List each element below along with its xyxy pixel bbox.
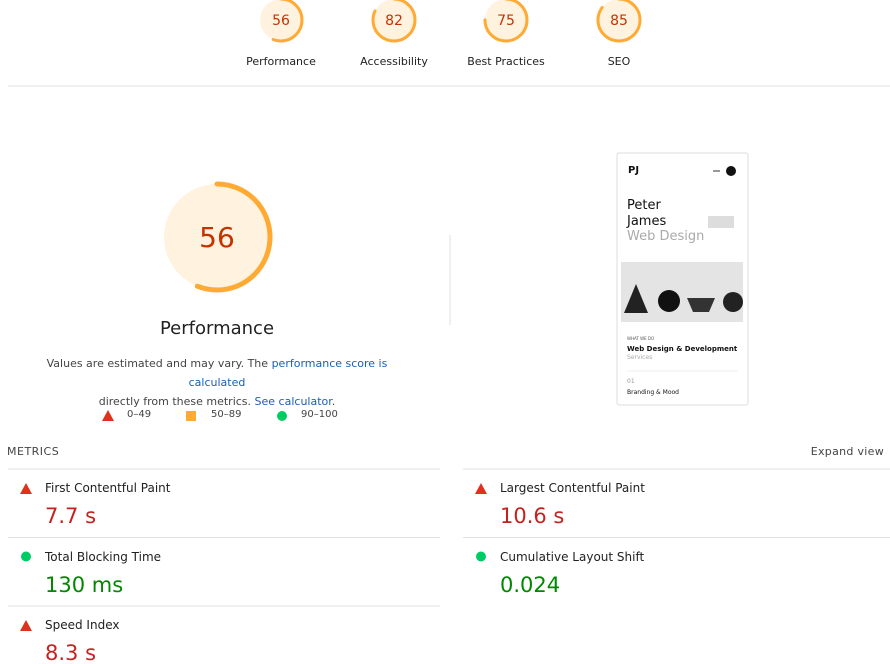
metric-value: 7.7 s [45,504,97,528]
screenshot-kicker: WHAT WE DO [627,336,655,341]
legend-label: 90–100 [301,409,338,420]
screenshot-service-sub: Services [627,354,653,361]
metric-fail-icon [20,483,32,494]
performance-gauge-bg [164,184,270,290]
legend-label: 50–89 [211,409,242,420]
category-gauge-arc [371,0,417,43]
category-gauge-bg [260,0,302,41]
screenshot-number: 01 [627,378,635,385]
category-label: SEO [607,55,631,68]
performance-gauge-arc [161,181,273,293]
performance-title: Performance [159,318,275,339]
performance-gauge-score: 56 [199,221,235,254]
metric-name: Largest Contentful Paint [500,481,645,495]
screenshot-service: Web Design & Development [627,345,738,353]
legend-label: 0–49 [127,409,152,420]
category-gauge-score: 56 [272,13,290,29]
legend-fail-icon [102,410,114,421]
note-text: . [331,395,336,408]
metric-value: 0.024 [500,572,561,597]
screenshot-headline: Web Design [627,229,705,244]
metric-name: Cumulative Layout Shift [500,549,645,564]
legend-pass-icon [277,411,287,421]
screenshot-sphere [658,290,680,312]
metric-name: Total Blocking Time [45,549,162,564]
screenshot-thumb [708,216,734,228]
screenshot-headline: James [627,214,667,229]
metric-value: 10.6 s [500,504,565,528]
category-gauge-arc [258,0,304,43]
metric-fail-icon [475,483,487,494]
screenshot-item: Branding & Mood [627,389,679,396]
category-gauge-score: 85 [610,13,628,29]
screenshot-ball [723,292,743,312]
metrics-heading: METRICS [7,445,60,458]
screenshot-headline: Peter [627,198,661,213]
category-gauge-arc [596,0,642,43]
category-gauge-bg [373,0,415,41]
metric-pass-icon [476,551,486,562]
calculator-link[interactable]: See calculator [254,395,332,408]
category-gauge-score: 82 [385,13,403,29]
category-gauge-arc [483,0,529,43]
category-gauge-score: 75 [497,13,515,29]
metric-pass-icon [21,551,31,562]
category-label: Performance [246,55,316,68]
screenshot-menu-icon [726,166,736,176]
metric-name: First Contentful Paint [45,481,171,495]
screenshot-cone [624,284,648,313]
note-link[interactable]: performance score is calculated [188,357,388,389]
note-text: directly from these metrics. [98,395,252,408]
category-label: Accessibility [360,55,428,68]
category-label: Best Practices [467,55,545,68]
metric-value: 8.3 s [45,641,97,664]
screenshot-bowl [687,298,715,312]
metric-fail-icon [20,620,32,631]
legend-average-icon [186,411,196,421]
screenshot-logo: PJ [628,165,640,176]
expand-view: Expand view [810,445,884,458]
metric-name: Speed Index [45,618,120,632]
metric-value: 130 ms [45,572,124,597]
note-text: Values are estimated and may vary. The [46,357,269,370]
category-gauge-bg [598,0,640,41]
performance-note: Values are estimated and may vary. The p… [17,354,417,411]
category-gauge-bg [485,0,527,41]
